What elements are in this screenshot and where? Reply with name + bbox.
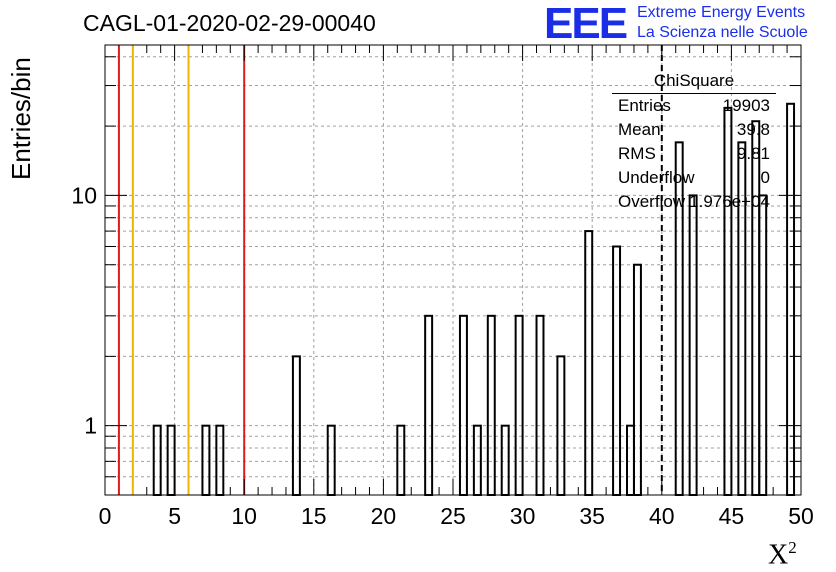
- eee-logo: EEE: [544, 0, 628, 48]
- stats-box: ChiSquare Entries 19903 Mean 39.8 RMS 9.…: [612, 66, 776, 214]
- stats-value: 1.976e+04: [689, 192, 770, 211]
- x-tick-label: 30: [510, 503, 536, 529]
- x-axis-label-base: X: [768, 539, 789, 571]
- stats-value: 19903: [722, 96, 770, 115]
- x-tick-label: 0: [99, 503, 112, 529]
- stats-title: ChiSquare: [612, 66, 776, 94]
- stats-row-overflow: Overflow 1.976e+04: [612, 190, 776, 214]
- x-tick-label: 50: [788, 503, 814, 529]
- stats-label: RMS: [618, 144, 656, 163]
- logo-line-1: Extreme Energy Events: [637, 4, 806, 21]
- y-tick-label: 1: [84, 413, 97, 439]
- histogram-bar: [424, 314, 434, 496]
- stats-row-underflow: Underflow 0: [612, 166, 776, 190]
- stats-label: Mean: [618, 120, 661, 139]
- histogram-bar: [514, 314, 524, 496]
- histogram-bar: [688, 194, 698, 497]
- stats-value: 9.81: [736, 144, 770, 163]
- x-axis-label-sup: 2: [788, 538, 797, 557]
- stats-value: 39.8: [736, 120, 770, 139]
- stats-value: 0: [760, 168, 770, 187]
- logo-line-2: La Scienza nelle Scuole: [637, 24, 808, 41]
- x-tick-label: 40: [649, 503, 675, 529]
- histogram-bar: [535, 314, 545, 496]
- x-tick-label: 10: [231, 503, 257, 529]
- x-tick-label: 35: [579, 503, 605, 529]
- y-tick-label: 10: [71, 182, 97, 208]
- chart-title: CAGL-01-2020-02-29-00040: [83, 10, 376, 36]
- stats-label: Underflow: [618, 168, 695, 187]
- stats-row-rms: RMS 9.81: [612, 142, 776, 166]
- stats-row-entries: Entries 19903: [612, 94, 776, 118]
- histogram-bar: [584, 230, 594, 496]
- stats-label: Entries: [618, 96, 671, 115]
- histogram-bar: [612, 245, 622, 496]
- x-tick-label: 5: [168, 503, 181, 529]
- histogram-bar: [486, 314, 496, 496]
- cut-lines-layer: [117, 45, 663, 495]
- x-tick-label: 15: [301, 503, 327, 529]
- x-tick-label: 45: [719, 503, 745, 529]
- x-tick-label: 20: [371, 503, 397, 529]
- histogram-bar: [758, 194, 768, 497]
- stats-row-mean: Mean 39.8: [612, 118, 776, 142]
- axis-ticks-layer: 0 5 10 15 20 25 30 35 40 45 50 1 10: [71, 45, 814, 529]
- histogram-bar: [458, 314, 468, 496]
- histogram-bar: [632, 263, 642, 496]
- x-axis-label: X2: [768, 538, 797, 571]
- y-axis-label: Entries/bin: [6, 57, 36, 180]
- x-tick-label: 25: [440, 503, 466, 529]
- stats-label: Overflow: [618, 192, 686, 211]
